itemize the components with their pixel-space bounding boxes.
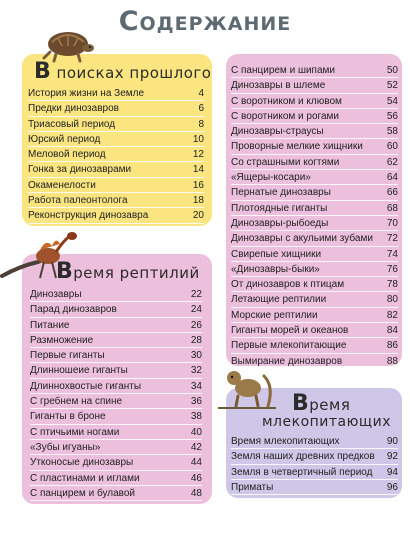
section-heading-mammals: Время — [292, 391, 351, 416]
toc-entry[interactable]: Триасовый период 8 — [28, 117, 204, 132]
section-heading-mammals-line2: млекопитающих — [262, 414, 391, 430]
toc-entry[interactable]: Приматы 96 — [231, 480, 398, 496]
toc-entry[interactable]: Работа палеонтолога 18 — [28, 193, 204, 209]
toc-entry[interactable]: Питание 26 — [30, 318, 202, 333]
toc-entry[interactable]: Меловой период 12 — [28, 147, 204, 163]
toc-entry[interactable]: Утконосые динозавры 44 — [30, 455, 202, 471]
toc-entry[interactable]: Летающие рептилии 80 — [231, 292, 398, 308]
primate-illustration — [218, 371, 276, 409]
toc-entry[interactable]: Гонка за динозаврами 14 — [28, 162, 204, 178]
toc-entry[interactable]: «Зубы игуаны» 42 — [30, 440, 202, 456]
feathered-dinosaur-illustration — [0, 232, 77, 279]
toc-entry[interactable]: Со страшными когтями 62 — [231, 155, 398, 171]
section-search-panel — [22, 54, 212, 226]
section-heading-search: В поисках прошлого — [34, 59, 212, 84]
toc-entry[interactable]: Динозавры 22 — [30, 287, 202, 303]
toc-entry[interactable]: Парад динозавров 24 — [30, 302, 202, 318]
toc-entry[interactable]: «Ящеры-косари» 64 — [231, 170, 398, 186]
toc-entry[interactable]: Размножение 28 — [30, 333, 202, 349]
toc-entry[interactable]: Свирепые хищники 74 — [231, 247, 398, 262]
turtle-illustration — [42, 32, 94, 63]
toc-entry[interactable]: С воротником и рогами 56 — [231, 109, 398, 125]
toc-entry[interactable]: Первые гиганты 30 — [30, 348, 202, 364]
toc-entry[interactable]: С гребнем на спине 36 — [30, 394, 202, 410]
toc-entry[interactable]: «Динозавры-быки» 76 — [231, 262, 398, 278]
toc-entry[interactable]: Предки динозавров 6 — [28, 101, 204, 117]
toc-entry[interactable]: Юрский период 10 — [28, 132, 204, 148]
section-reptiles-panel — [22, 254, 212, 504]
toc-list-reptiles-continued: С панцирем и шипами 50 Динозавры в шлеме 5… — [231, 63, 398, 369]
toc-entry[interactable]: Пернатые динозавры 66 — [231, 185, 398, 201]
section-heading-reptiles: Время рептилий — [56, 259, 200, 284]
toc-entry[interactable]: Вымирание динозавров 88 — [231, 354, 398, 369]
toc-list-reptiles: Динозавры 22 Парад динозавров 24 Питание 26… — [30, 287, 202, 502]
toc-entry[interactable]: Динозавры с акульими зубами 72 — [231, 231, 398, 247]
toc-entry[interactable]: История жизни на Земле 4 — [28, 86, 204, 102]
toc-entry[interactable]: С панцирем и шипами 50 — [231, 63, 398, 79]
toc-entry[interactable]: Окаменелости 16 — [28, 178, 204, 194]
toc-entry[interactable]: От динозавров к птицам 78 — [231, 277, 398, 293]
section-reptiles-continued-panel — [226, 54, 402, 366]
toc-entry[interactable]: Проворные мелкие хищники 60 — [231, 139, 398, 155]
toc-entry[interactable]: Гиганты в броне 38 — [30, 409, 202, 425]
toc-list-search: История жизни на Земле 4 Предки динозавро… — [28, 86, 204, 224]
toc-entry[interactable]: Земля наших древних предков 92 — [231, 449, 398, 465]
toc-entry[interactable]: Плотоядные гиганты 68 — [231, 201, 398, 216]
toc-entry[interactable]: С панцирем и булавой 48 — [30, 486, 202, 502]
page-title: Содержание — [118, 6, 292, 37]
toc-entry[interactable]: Морские рептилии 82 — [231, 308, 398, 324]
toc-entry[interactable]: Длиннохвостые гиганты 34 — [30, 379, 202, 395]
toc-entry[interactable]: Время млекопитающих 90 — [231, 434, 398, 450]
toc-entry[interactable]: Первые млекопитающие 86 — [231, 338, 398, 354]
toc-entry[interactable]: Динозавры-страусы 58 — [231, 124, 398, 140]
toc-entry[interactable]: Динозавры в шлеме 52 — [231, 78, 398, 94]
toc-entry[interactable]: Гиганты морей и океанов 84 — [231, 323, 398, 339]
toc-list-mammals: Время млекопитающих 90 Земля наших древни… — [231, 434, 398, 496]
toc-entry[interactable]: Реконструкция динозавра 20 — [28, 208, 204, 224]
toc-entry[interactable]: С воротником и клювом 54 — [231, 94, 398, 109]
toc-entry[interactable]: Динозавры-рыбоеды 70 — [231, 216, 398, 232]
toc-entry[interactable]: С птичьими ногами 40 — [30, 425, 202, 440]
toc-entry[interactable]: С пластинами и иглами 46 — [30, 471, 202, 486]
toc-entry[interactable]: Длинношеие гиганты 32 — [30, 363, 202, 379]
toc-entry[interactable]: Земля в четвертичный период 94 — [231, 465, 398, 480]
